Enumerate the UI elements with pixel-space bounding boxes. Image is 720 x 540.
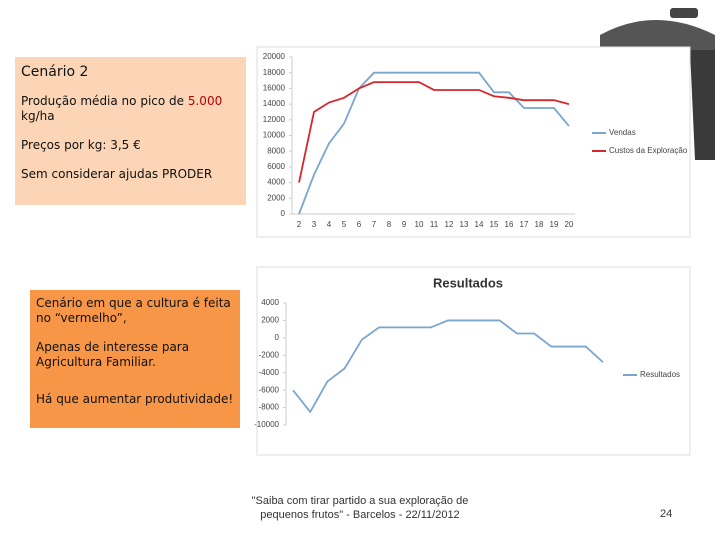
y-tick-label: 2000 (267, 193, 285, 202)
x-tick-label: 14 (475, 220, 484, 229)
chart-frame (256, 266, 691, 456)
chart-frame (256, 46, 691, 238)
footer: "Saiba com tirar partido a sua exploraçã… (251, 495, 469, 521)
text: Preços por kg: 3,5 € (21, 138, 141, 152)
y-tick-label: 10000 (263, 131, 286, 140)
x-tick-label: 12 (445, 220, 454, 229)
text-box: Cenário 2 Produção média no pico de 5.00… (15, 57, 246, 205)
text: Produção média no pico de 5.000 kg/ha (21, 94, 223, 123)
x-tick-label: 4 (327, 220, 332, 229)
y-tick-label: -6000 (259, 385, 280, 394)
x-tick-label: 3 (312, 220, 317, 229)
text: Cenário em que a cultura é feita no “ver… (36, 296, 231, 325)
y-tick-label: 8000 (267, 146, 285, 155)
y-tick-label: 12000 (263, 115, 286, 124)
series-line (298, 71, 570, 215)
x-tick-label: 16 (505, 220, 514, 229)
text: Apenas de interesse para Agricultura Fam… (36, 340, 190, 369)
x-tick-label: 11 (430, 220, 439, 229)
y-tick-label: 18000 (263, 68, 286, 77)
x-tick-label: 7 (372, 220, 377, 229)
series-line (292, 319, 604, 414)
x-tick-label: 18 (535, 220, 544, 229)
text: Há que aumentar produtividade! (36, 392, 234, 406)
series-line (298, 81, 570, 183)
bin-icon (600, 8, 715, 160)
x-tick-label: 5 (342, 220, 347, 229)
legend-label: Vendas (609, 128, 636, 137)
x-tick-label: 9 (402, 220, 407, 229)
y-tick-label: 16000 (263, 84, 286, 93)
y-tick-label: -4000 (259, 368, 280, 377)
x-tick-label: 19 (550, 220, 559, 229)
legend-label: Custos da Exploração (609, 146, 688, 155)
x-tick-label: 10 (415, 220, 424, 229)
x-tick-label: 15 (490, 220, 499, 229)
x-tick-label: 8 (387, 220, 392, 229)
x-tick-label: 6 (357, 220, 362, 229)
x-tick-label: 2 (297, 220, 302, 229)
y-tick-label: -10000 (254, 420, 279, 429)
y-tick-label: 0 (275, 333, 280, 342)
x-tick-label: 13 (460, 220, 469, 229)
chart-title: Resultados (433, 275, 503, 290)
y-tick-label: 20000 (263, 52, 286, 61)
y-tick-label: -8000 (259, 403, 280, 412)
y-tick-label: 4000 (267, 178, 285, 187)
y-tick-label: 14000 (263, 99, 286, 108)
page-number: 24 (660, 508, 673, 520)
y-tick-label: -2000 (259, 350, 280, 359)
heading: Cenário 2 (21, 64, 89, 80)
y-tick-label: 2000 (261, 316, 279, 325)
y-tick-label: 6000 (267, 162, 285, 171)
text-box: Cenário em que a cultura é feita no “ver… (30, 290, 240, 428)
text: Sem considerar ajudas PRODER (21, 167, 213, 181)
x-tick-label: 20 (565, 220, 574, 229)
y-tick-label: 4000 (261, 298, 279, 307)
legend-label: Resultados (640, 370, 680, 379)
y-tick-label: 0 (281, 209, 286, 218)
x-tick-label: 17 (520, 220, 529, 229)
